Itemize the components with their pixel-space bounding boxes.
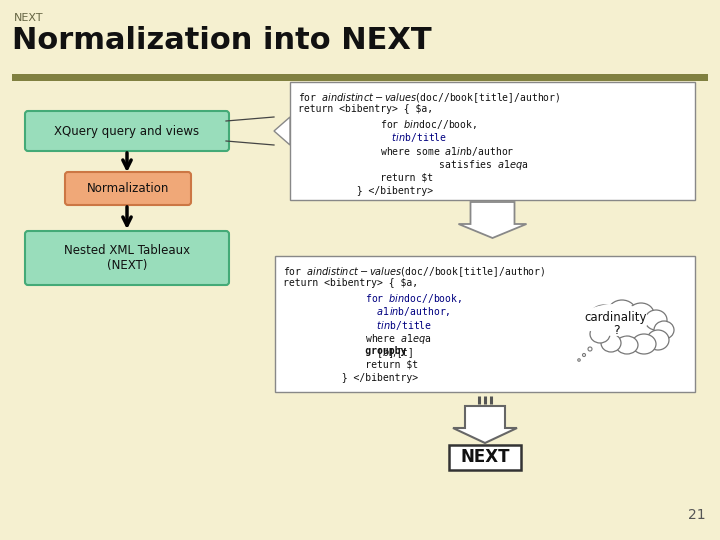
- Ellipse shape: [608, 300, 636, 324]
- Text: for $b in $doc//book,: for $b in $doc//book,: [298, 118, 477, 131]
- Ellipse shape: [645, 310, 667, 330]
- Text: NEXT: NEXT: [14, 13, 43, 23]
- Text: where $a1 eq $a: where $a1 eq $a: [283, 333, 432, 347]
- Text: return <bibentry> { $a,: return <bibentry> { $a,: [298, 105, 433, 114]
- Text: [$b], [$t]: [$b], [$t]: [372, 346, 413, 360]
- Ellipse shape: [654, 321, 674, 339]
- Text: } </bibentry>: } </bibentry>: [298, 186, 433, 195]
- Text: $t    in $b/title: $t in $b/title: [283, 319, 432, 332]
- FancyBboxPatch shape: [290, 82, 695, 200]
- Text: $t  in $b/title: $t in $b/title: [298, 132, 447, 145]
- Text: } </bibentry>: } </bibentry>: [283, 373, 418, 383]
- FancyBboxPatch shape: [449, 445, 521, 470]
- Ellipse shape: [590, 325, 610, 343]
- Ellipse shape: [601, 334, 621, 352]
- FancyBboxPatch shape: [25, 111, 229, 151]
- Text: ?: ?: [613, 323, 619, 336]
- Text: NEXT: NEXT: [460, 449, 510, 467]
- Text: XQuery query and views: XQuery query and views: [55, 125, 199, 138]
- Text: for $a in distinct-values($doc//book[title]/author): for $a in distinct-values($doc//book[tit…: [298, 91, 560, 105]
- Text: cardinality: cardinality: [585, 310, 647, 323]
- Ellipse shape: [647, 330, 669, 350]
- Text: 21: 21: [688, 508, 706, 522]
- Text: for $a in distinct-values($doc//book[title]/author): for $a in distinct-values($doc//book[tit…: [283, 265, 546, 279]
- Ellipse shape: [628, 303, 654, 325]
- Ellipse shape: [581, 304, 649, 336]
- Text: where some $a1 in $b/author: where some $a1 in $b/author: [298, 145, 515, 158]
- Circle shape: [577, 359, 580, 361]
- Text: groupby: groupby: [283, 346, 406, 356]
- FancyBboxPatch shape: [12, 74, 708, 81]
- Polygon shape: [274, 117, 290, 145]
- Ellipse shape: [589, 305, 619, 331]
- Ellipse shape: [616, 336, 638, 354]
- FancyBboxPatch shape: [275, 256, 695, 392]
- FancyBboxPatch shape: [25, 231, 229, 285]
- Text: Normalization into NEXT: Normalization into NEXT: [12, 26, 431, 55]
- Ellipse shape: [632, 334, 656, 354]
- Text: return $t: return $t: [298, 172, 433, 182]
- Polygon shape: [453, 406, 517, 443]
- Circle shape: [588, 347, 592, 351]
- Text: return $t: return $t: [283, 360, 418, 369]
- Ellipse shape: [588, 315, 606, 331]
- Polygon shape: [459, 202, 526, 238]
- Text: for $b   in $doc//book,: for $b in $doc//book,: [283, 292, 462, 305]
- Text: $a1 in $b/author,: $a1 in $b/author,: [283, 306, 451, 319]
- Text: satisfies $a1 eq $a: satisfies $a1 eq $a: [298, 159, 529, 172]
- Text: Normalization: Normalization: [87, 182, 169, 195]
- FancyBboxPatch shape: [65, 172, 191, 205]
- Circle shape: [582, 354, 585, 356]
- Text: Nested XML Tableaux
(NEXT): Nested XML Tableaux (NEXT): [64, 244, 190, 272]
- Text: return <bibentry> { $a,: return <bibentry> { $a,: [283, 279, 418, 288]
